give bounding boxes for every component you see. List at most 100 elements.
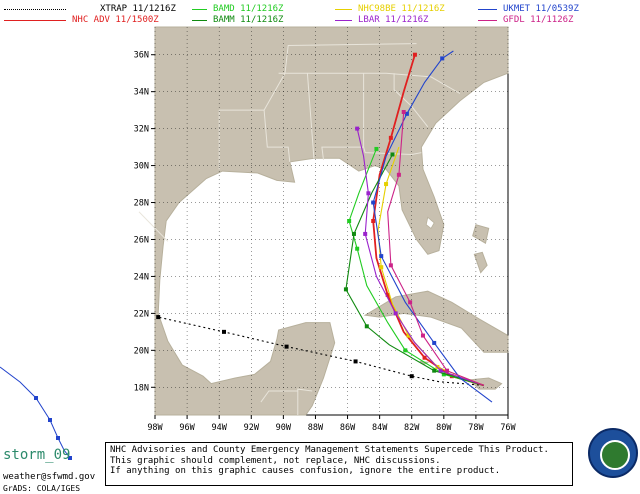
legend-entry: BAMD 11/1216Z: [213, 4, 283, 14]
track-bamm: [343, 152, 485, 386]
track-marker: [403, 348, 408, 353]
legend-time: 11/1216Z: [127, 4, 176, 14]
track-marker: [438, 368, 443, 373]
track-layer: [156, 50, 493, 403]
legend-time: 11/1500Z: [109, 15, 159, 25]
legend-entry: NHC98BE 11/1216Z: [358, 4, 445, 14]
y-tick-label: 18N: [134, 383, 149, 393]
inset-track-marker: [34, 396, 38, 400]
legend-time: 11/1126Z: [524, 15, 574, 25]
track-marker: [371, 219, 376, 223]
track-marker: [353, 359, 358, 364]
track-marker: [412, 52, 417, 57]
contact-email: weather@sfwmd.gov: [3, 472, 96, 482]
state-border: [306, 73, 315, 159]
legend-swatch: [4, 9, 66, 10]
land-area: [473, 251, 488, 274]
storm-label: storm_09: [3, 447, 71, 463]
grads-credit: GrADS: COLA/IGES: [3, 484, 81, 493]
track-marker: [432, 340, 437, 345]
track-marker: [385, 292, 390, 297]
y-tick-label: 36N: [134, 51, 149, 61]
track-marker: [363, 231, 368, 236]
inset-track-marker: [56, 436, 60, 440]
y-tick-label: 22N: [134, 309, 149, 319]
track-line: [356, 128, 485, 386]
track-marker: [388, 263, 393, 268]
legend-entry: BAMM 11/1216Z: [213, 15, 283, 25]
state-border: [138, 211, 169, 242]
x-tick-label: 90W: [276, 423, 292, 433]
track-marker: [396, 172, 401, 177]
legend-entry: GFDL 11/1126Z: [503, 15, 573, 25]
x-tick-label: 98W: [147, 423, 163, 433]
track-marker: [351, 231, 356, 236]
track-marker: [445, 368, 450, 373]
state-border: [393, 73, 429, 128]
track-marker: [371, 200, 376, 205]
track-marker: [379, 254, 384, 259]
y-tick-label: 24N: [134, 272, 149, 282]
lake-okeechobee: [425, 216, 435, 229]
track-marker: [409, 374, 414, 379]
track-marker: [366, 191, 371, 196]
track-bamd: [347, 146, 485, 386]
legend-time: 11/1216Z: [234, 4, 284, 14]
disclaimer-line: This graphic should complement, not repl…: [110, 455, 441, 466]
y-tick-label: 20N: [134, 346, 149, 356]
state-border: [297, 388, 313, 415]
track-ukmet: [371, 50, 493, 403]
track-line: [348, 148, 485, 386]
y-tick-label: 34N: [134, 88, 149, 98]
track-line: [387, 111, 485, 386]
track-gfdl: [387, 109, 485, 386]
track-marker: [284, 344, 289, 349]
x-tick-label: 92W: [244, 423, 260, 433]
disclaimer-line: NHC Advisories and County Emergency Mana…: [110, 445, 549, 455]
track-marker: [156, 315, 161, 320]
x-tick-label: 86W: [340, 423, 356, 433]
legend-entry: XTRAP 11/1216Z: [100, 4, 176, 14]
track-marker: [408, 300, 413, 305]
track-marker: [355, 126, 360, 131]
y-tick-label: 32N: [134, 125, 149, 135]
legend-swatch: [335, 20, 352, 21]
legend-entry: LBAR 11/1216Z: [358, 15, 428, 25]
inset-track-marker: [48, 418, 52, 422]
track-marker: [388, 135, 393, 140]
inset-track-layer: [0, 366, 72, 460]
state-border: [321, 73, 365, 161]
tick-layer: 98W 96W 94W 92W 90W 88W 86W 84W 82W 80W 78W 76W 18N 2…: [134, 51, 517, 433]
legend-label: GFDL: [503, 15, 525, 25]
legend-label: XTRAP: [100, 4, 128, 14]
legend-swatch: [478, 20, 497, 21]
legend-label: BAMM: [213, 15, 235, 25]
legend-label: UKMET: [503, 4, 531, 14]
legend-swatch: [335, 9, 352, 10]
land-area: [468, 377, 503, 390]
legend-entry: NHC ADV 11/1500Z: [72, 15, 159, 25]
land-area: [154, 26, 509, 416]
track-marker: [440, 56, 445, 61]
x-tick-label: 84W: [372, 423, 388, 433]
legend-swatch: [4, 20, 66, 21]
track-marker: [355, 246, 360, 251]
state-border: [219, 109, 291, 162]
legend-label: LBAR: [358, 15, 380, 25]
legend-entry: UKMET 11/0539Z: [503, 4, 579, 14]
y-tick-label: 28N: [134, 199, 149, 209]
track-lbar: [355, 126, 485, 386]
y-tick-label: 30N: [134, 162, 149, 172]
track-marker: [422, 355, 427, 360]
legend-swatch: [478, 9, 497, 10]
x-tick-label: 76W: [500, 423, 516, 433]
florida-shape-icon: [600, 440, 630, 470]
track-marker: [406, 333, 411, 338]
track-marker: [393, 311, 398, 316]
x-tick-label: 82W: [404, 423, 420, 433]
track-marker: [221, 329, 226, 334]
track-marker: [347, 219, 352, 223]
legend-label: NHC98BE: [358, 4, 396, 14]
track-xtrap: [156, 315, 484, 386]
disclaimer-line: If anything on this graphic causes confu…: [110, 466, 501, 476]
